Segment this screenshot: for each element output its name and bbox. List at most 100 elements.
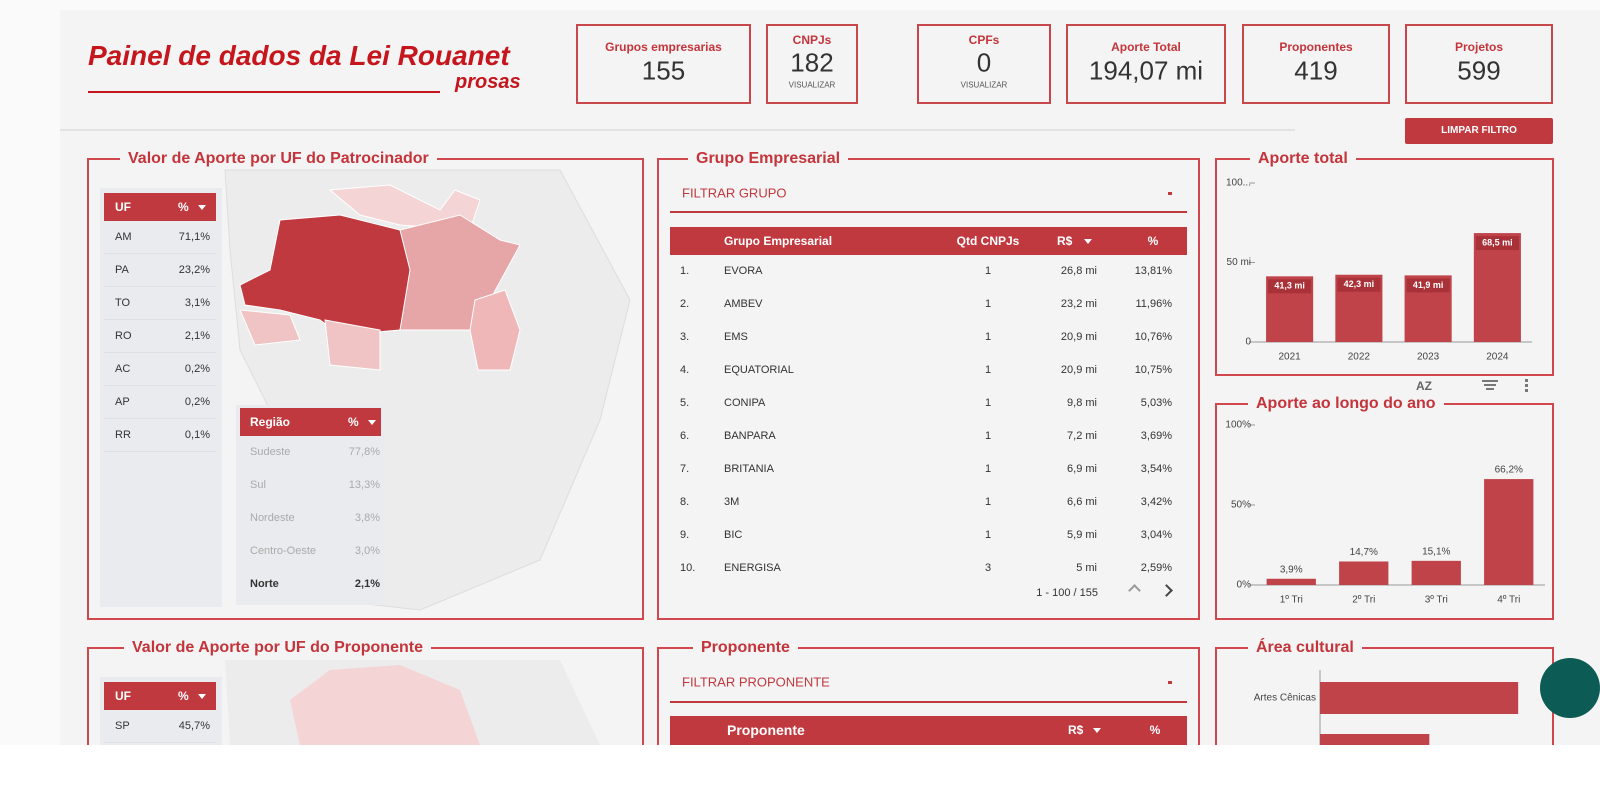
value-label: 14,7% <box>1350 547 1378 558</box>
kpi-label: Projetos <box>1454 40 1504 54</box>
clear-filter-button[interactable]: LIMPAR FILTRO <box>1405 118 1553 144</box>
label-bg <box>1406 278 1450 293</box>
column-header: % <box>178 689 189 703</box>
column-header: % <box>348 415 359 429</box>
table-cell: 1 <box>984 397 992 409</box>
table-cell: 3,04% <box>1140 529 1172 541</box>
chat-button[interactable] <box>1540 658 1600 718</box>
table-cell: EMS <box>724 331 748 343</box>
title-underline <box>88 91 440 93</box>
panel-title: Aporte total <box>1250 150 1356 168</box>
y-tick-label: Artes Cênicas <box>1254 693 1316 704</box>
map-region <box>239 309 301 346</box>
table-cell: 1 <box>984 364 992 376</box>
panel-title: Área cultural <box>1248 639 1362 657</box>
sort-button[interactable]: AZ <box>1416 379 1432 393</box>
row-divider <box>104 385 216 386</box>
filter-icon[interactable] <box>1482 380 1498 382</box>
dashboard-title: Painel de dados da Lei Rouanet <box>88 40 510 71</box>
filter-label: FILTRAR PROPONENTE <box>682 674 830 690</box>
table-cell: 9. <box>680 529 690 541</box>
dropdown-arrow[interactable] <box>1168 681 1172 684</box>
table-cell: 1 <box>984 463 992 475</box>
table-cell: 3,42% <box>1140 496 1172 508</box>
dropdown-arrow[interactable] <box>1168 192 1172 195</box>
column-header: Qtd CNPJs <box>956 234 1020 248</box>
value-label: 41,3 mi <box>1274 281 1305 291</box>
x-tick-label: 1º Tri <box>1280 595 1303 606</box>
panel-title: Proponente <box>693 639 798 657</box>
table-cell: 1 <box>984 298 992 310</box>
kpi-value: 0 <box>976 47 992 78</box>
table-cell: 8. <box>680 496 690 508</box>
table-cell: Sudeste <box>250 446 291 458</box>
panel-title: Grupo Empresarial <box>688 150 849 168</box>
filter-field[interactable] <box>670 211 1187 213</box>
table-cell: 3,0% <box>354 545 380 557</box>
sort-icon <box>368 420 376 425</box>
table-cell: 1 <box>984 430 992 442</box>
panel <box>657 158 1200 620</box>
x-tick-label: 2022 <box>1348 352 1371 363</box>
table-cell: AM <box>115 231 132 243</box>
kpi-action[interactable]: VISUALIZAR <box>788 80 836 90</box>
row-divider <box>104 742 216 743</box>
filter-icon[interactable] <box>1486 388 1494 390</box>
kpi-card <box>1405 24 1553 104</box>
kpi-value: 599 <box>1457 55 1501 86</box>
filter-field[interactable] <box>670 701 1187 703</box>
table-cell: 5 mi <box>1076 562 1097 574</box>
left-strip <box>0 0 60 745</box>
column-header: Grupo Empresarial <box>724 234 833 248</box>
table-cell: RR <box>115 429 131 441</box>
more-icon[interactable] <box>1525 384 1528 387</box>
table-cell: Norte <box>250 578 279 590</box>
row-divider <box>104 253 216 254</box>
table-cell: SP <box>115 720 130 732</box>
column-header: UF <box>115 200 131 214</box>
more-icon[interactable] <box>1525 389 1528 392</box>
table-cell: TO <box>115 297 131 309</box>
y-tick-label: 100... <box>1226 178 1251 189</box>
x-tick-label: 4º Tri <box>1497 595 1520 606</box>
bar <box>1411 560 1461 585</box>
x-tick-label: 2º Tri <box>1352 595 1375 606</box>
row-divider <box>104 451 216 452</box>
table-cell: 2,59% <box>1140 562 1172 574</box>
filter-label: FILTRAR GRUPO <box>682 185 787 201</box>
label-bg <box>1337 277 1381 292</box>
table-cell: 3,69% <box>1140 430 1172 442</box>
table-cell: AC <box>115 363 131 375</box>
filter-icon[interactable] <box>1484 384 1496 386</box>
map-region <box>290 665 480 745</box>
region-table <box>236 405 385 605</box>
row-divider <box>104 286 216 287</box>
table-cell: 9,8 mi <box>1067 397 1097 409</box>
panel-title: Aporte ao longo do ano <box>1248 395 1444 413</box>
table-cell: 5. <box>680 397 690 409</box>
more-icon[interactable] <box>1525 379 1528 382</box>
table-cell: 7,2 mi <box>1067 430 1097 442</box>
table-cell: 0,1% <box>184 429 210 441</box>
kpi-value: 182 <box>790 47 834 78</box>
brand: prosas <box>455 71 521 93</box>
y-tick-label: 0% <box>1237 580 1252 591</box>
label-bg <box>1268 279 1312 294</box>
charts: 0 50 mi 100... 41,3 mi 2021 42,3 mi 2022 41,9 m… <box>1225 178 1545 745</box>
bar <box>1320 682 1519 714</box>
table-cell: 1. <box>680 265 690 277</box>
table-cell: Sul <box>250 479 266 491</box>
value-label: 41,9 mi <box>1413 280 1444 290</box>
kpi-action[interactable]: VISUALIZAR <box>960 80 1008 90</box>
table-cell: 23,2% <box>178 264 210 276</box>
table-cell: EVORA <box>724 265 763 277</box>
panel <box>657 647 1200 745</box>
table-cell: 10,75% <box>1134 364 1172 376</box>
table-cell: 45,7% <box>178 720 210 732</box>
value-label: 3,9% <box>1280 564 1303 575</box>
kpi-label: Proponentes <box>1279 40 1353 54</box>
sort-icon <box>198 694 206 699</box>
row-divider <box>104 352 216 353</box>
panel-title: Valor de Aporte por UF do Patrocinador <box>120 150 437 168</box>
column-header: % <box>178 200 189 214</box>
